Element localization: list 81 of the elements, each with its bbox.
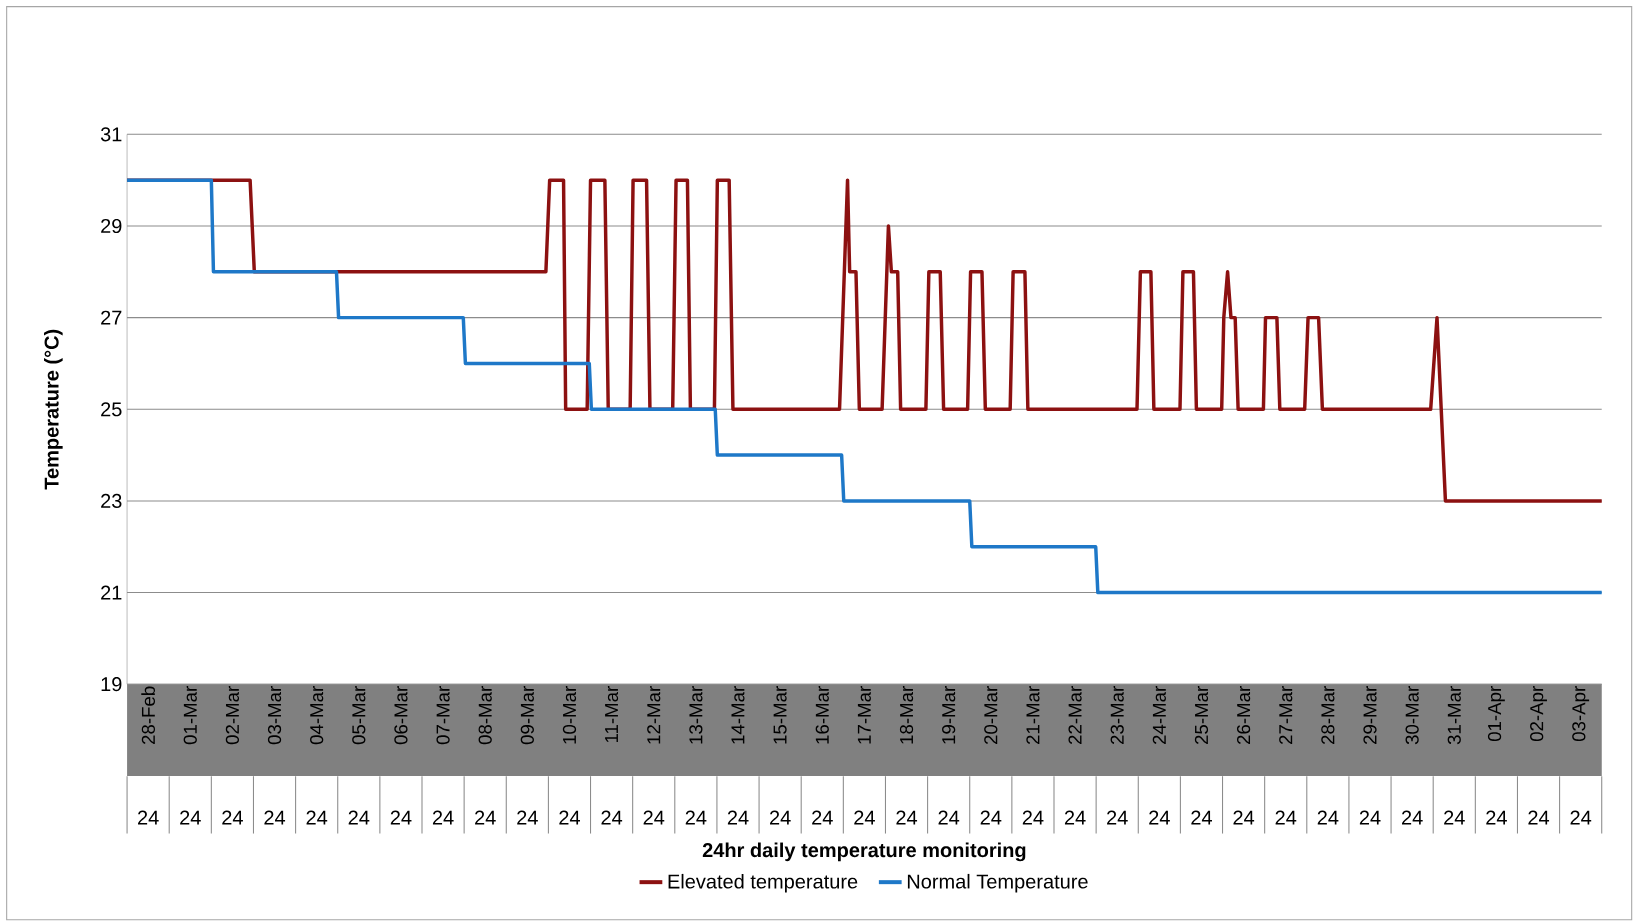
y-tick-label: 29 [101, 218, 122, 234]
text: 24 [1233, 810, 1255, 825]
y-tick-label: 23 [101, 493, 122, 508]
text: 24 [180, 810, 201, 825]
x-tick-label: 12-Mar [647, 686, 661, 744]
text: 24 [222, 810, 243, 825]
x-tick-label: 20-Mar [984, 686, 998, 744]
text: 24 [938, 810, 960, 825]
x-tick-label: 29-Mar [1363, 686, 1377, 744]
x-tick-label: 02-Mar [225, 686, 240, 745]
x-tick-label: 03-Mar [267, 686, 282, 745]
text: 24 [1359, 810, 1381, 825]
text: 24 [601, 810, 623, 825]
text: 24 [1444, 810, 1465, 825]
y-tick-label: 31 [100, 127, 122, 142]
x-tick-label: 07-Mar [436, 686, 450, 745]
x-tick-label: 11-Mar [605, 686, 619, 743]
x-tick-label: 03-Apr [1572, 686, 1590, 742]
text: 24 [812, 810, 833, 825]
text: 24 [432, 810, 454, 825]
x-tick-label: 13-Mar [689, 686, 703, 744]
x-tick-label: 09-Mar [520, 686, 534, 745]
text: 24 [980, 810, 1002, 825]
text: 24 [390, 810, 412, 825]
x-tick-label: 27-Mar [1279, 686, 1293, 744]
x-tick-label: 18-Mar [899, 686, 914, 744]
x-axis-title: 24hr daily temperature monitoring [702, 842, 1026, 862]
text: 24 [1191, 810, 1212, 825]
x-tick-label: 23-Mar [1110, 686, 1124, 744]
x-tick-label: 14-Mar [731, 686, 745, 744]
text: 24 [1486, 810, 1507, 825]
text: 24 [896, 810, 918, 825]
text: 24 [475, 810, 496, 825]
x-tick-label: 17-Mar [857, 686, 871, 744]
text: 24 [854, 810, 875, 825]
x-tick-label: 10-Mar [562, 686, 577, 744]
y-tick-label: 27 [101, 310, 122, 325]
text: 24 [1149, 810, 1170, 825]
text: 24 [1064, 810, 1086, 825]
y-tick-label: 21 [101, 585, 122, 600]
x-tick-label: 15-Mar [773, 686, 787, 744]
y-tick-label: 25 [101, 402, 122, 417]
x-tick-label: 26-Mar [1236, 686, 1251, 744]
text: 24 [517, 810, 538, 825]
text: 24 [643, 810, 665, 825]
x-tick-label: 28-Feb [141, 686, 155, 744]
text: 24 [1570, 810, 1592, 825]
x-tick-label: 05-Mar [352, 686, 366, 745]
text: 24 [770, 810, 791, 825]
text: 24 [348, 810, 370, 825]
x-tick-label: 06-Mar [394, 686, 408, 745]
x-tick-label: 25-Mar [1194, 686, 1209, 744]
text: 24 [1402, 810, 1423, 825]
x-tick-label: 22-Mar [1068, 686, 1082, 744]
x-tick-label: 30-Mar [1405, 686, 1419, 745]
legend-label: Normal Temperature [907, 873, 1088, 893]
x-tick-label: 08-Mar [478, 686, 492, 745]
text: 24 [1275, 810, 1297, 825]
text: 24 [138, 810, 159, 825]
text: 24 [264, 810, 286, 825]
x-tick-label: 21-Mar [1026, 686, 1040, 744]
y-axis-title: Temperature (°C) [44, 329, 63, 490]
text: 24 [1317, 810, 1339, 825]
legend-label: Elevated temperature [668, 873, 858, 893]
x-tick-label: 16-Mar [815, 686, 829, 744]
text: 24 [1022, 810, 1044, 825]
text: 24 [306, 810, 328, 825]
text: 24 [559, 810, 580, 825]
x-tick-label: 01-Apr [1487, 686, 1505, 742]
x-tick-label: 24-Mar [1152, 686, 1166, 744]
x-tick-label: 04-Mar [310, 686, 324, 745]
x-tick-label: 19-Mar [942, 686, 956, 744]
text: 24 [685, 810, 707, 825]
x-tick-label: 02-Apr [1530, 686, 1547, 742]
text: 24 [727, 810, 749, 825]
y-tick-label: 19 [101, 677, 122, 692]
x-tick-label: 28-Mar [1321, 686, 1335, 744]
x-tick-label: 01-Mar [183, 686, 197, 745]
text: 24 [1107, 810, 1128, 825]
text: 24 [1528, 810, 1550, 825]
x-tick-label: 31-Mar [1447, 686, 1461, 745]
